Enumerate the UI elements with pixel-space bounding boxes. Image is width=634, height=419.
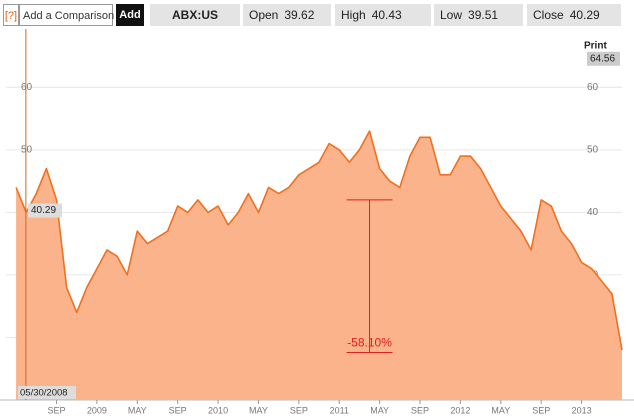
print-link: Print [584,41,607,52]
quote-label: Open [249,8,279,22]
quote-open: Open 39.62 [243,4,331,26]
quote-value: 40.29 [569,8,600,22]
x-tick-label: 2012 [450,405,470,415]
cursor-date-box [18,386,76,399]
x-tick-label: 2013 [572,405,592,415]
quote-value: 40.43 [371,8,402,22]
cursor-date-label: 05/30/2008 [20,388,68,399]
quote-label: High [341,8,366,22]
x-tick-label: SEP [411,405,429,415]
top-price-label: 64.56 [590,53,615,64]
y-tick-label: 40 [587,207,599,218]
x-tick-label: 2009 [87,405,107,415]
x-tick-label: MAY [249,405,268,415]
y-tick-label: 50 [587,144,599,155]
measure-label: -58.10% [347,336,392,350]
x-tick-label: SEP [47,405,65,415]
x-tick-label: SEP [290,405,308,415]
x-tick-label: 2011 [330,405,349,415]
x-tick-label: MAY [128,405,147,415]
quote-value: 39.62 [284,8,315,22]
y-tick-label: 60 [21,82,33,93]
area [16,131,623,400]
x-tick-label: MAY [491,405,510,415]
toolbar: [?] Add a Comparison Add ABX:US Open 39.6… [0,0,634,30]
y-tick-label: 60 [587,82,599,93]
cursor-price-box [28,203,62,218]
price-line [15,130,623,351]
quote-low: Low 39.51 [434,4,523,26]
quote-high: High 40.43 [335,4,431,26]
help-button[interactable]: [?] [3,4,19,26]
quote-close: Close 40.29 [527,4,621,26]
cursor-price-label: 40.29 [31,205,56,216]
quote-value: 39.51 [468,8,499,22]
x-tick-label: MAY [370,405,389,415]
x-tick-label: SEP [169,405,187,415]
comparison-input[interactable]: Add a Comparison [19,4,114,26]
x-tick-label: SEP [532,405,550,415]
x-tick-label: 2010 [208,405,228,415]
top-price-box [587,51,620,66]
y-tick-label: 50 [21,144,33,155]
quote-label: Low [440,8,463,22]
ticker: ABX:US [150,4,240,26]
quote-label: Close [533,8,564,22]
add-button[interactable]: Add [116,4,144,26]
